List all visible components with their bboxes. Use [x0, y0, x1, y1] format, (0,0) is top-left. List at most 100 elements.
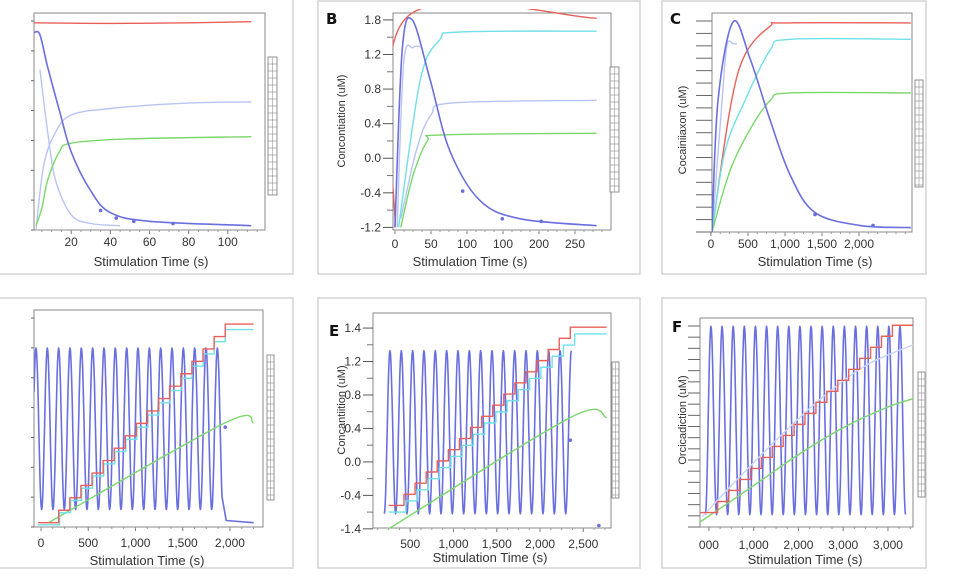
y-tick-label: -0.4 — [340, 488, 361, 502]
series-line-1 — [48, 414, 254, 524]
x-tick-label: 80 — [182, 235, 196, 249]
x-axis-title: Stimulation Time (s) — [758, 254, 873, 269]
series-group — [34, 323, 254, 526]
x-tick-label: 2,000 — [525, 537, 555, 551]
series-group — [700, 324, 914, 523]
x-tick-label: 000 — [699, 538, 719, 552]
x-tick-label: 1,000 — [739, 538, 769, 552]
x-tick-label: 2,000 — [215, 536, 245, 550]
y-axis-title: Orcicadiction (uM) — [677, 375, 689, 464]
panel-letter: C — [670, 10, 681, 28]
data-marker — [132, 219, 136, 224]
panel-frame — [317, 0, 641, 275]
panel-frame — [317, 297, 641, 569]
x-axis-title: Stimulation Time (s) — [748, 552, 863, 567]
series-line-1 — [39, 69, 121, 227]
series-line-1 — [400, 99, 597, 219]
series-line-0 — [34, 347, 254, 524]
x-tick-label: 2,500 — [568, 537, 598, 551]
x-tick-label: 1,500 — [807, 237, 837, 251]
series-line-0 — [704, 325, 907, 516]
series-line-4 — [34, 30, 252, 227]
x-tick-label: 2,000 — [783, 538, 813, 552]
series-line-0 — [396, 44, 421, 228]
panel-letter: B — [326, 10, 337, 28]
series-group — [383, 326, 607, 530]
y-tick-label: 0.0 — [344, 455, 361, 469]
x-axis-title: Stimulation Time (s) — [94, 254, 209, 269]
y-axis-title: Concantiition (uM) — [336, 365, 348, 454]
series-line-2 — [712, 37, 911, 233]
plot-area — [392, 12, 612, 231]
data-marker — [460, 189, 465, 193]
panel-frame — [661, 0, 927, 275]
x-tick-label: 3,000 — [873, 538, 903, 552]
x-tick-label: 3,000 — [828, 538, 858, 552]
chart-panel-c: 0 500 1,000 1,500 2,000 Stimulation Time (s) C… — [661, 0, 927, 275]
series-line-3 — [38, 323, 254, 524]
x-tick-label: 100 — [493, 237, 513, 251]
chart-panel-a: 20 40 60 80 100 Stimulation Time (s) — [0, 0, 294, 275]
series-line-2 — [388, 333, 607, 513]
x-tick-label: 500 — [400, 537, 420, 551]
x-tick-label: 200 — [529, 237, 549, 251]
x-tick-label: 20 — [65, 235, 79, 249]
chart-panel-d: 0 500 1,000 1,500 2,000 Stimulation Time (s) — [0, 297, 294, 569]
series-line-3 — [700, 324, 913, 514]
y-tick-label: 0.8 — [364, 82, 381, 96]
y-axis-title: Cocainiiaxon (uM) — [677, 86, 689, 175]
series-line-3 — [35, 136, 252, 226]
x-tick-label: 250 — [565, 237, 585, 251]
x-tick-label: 100 — [218, 235, 238, 249]
data-marker — [597, 523, 601, 528]
y-tick-label: 1.2 — [364, 47, 381, 61]
data-marker — [813, 212, 817, 217]
panel-letter: F — [672, 318, 682, 336]
series-line-1 — [701, 344, 914, 518]
y-axis-title: Concontiation (uM) — [336, 75, 348, 168]
y-tick-label: 1.2 — [344, 355, 361, 369]
panel-letter: E — [329, 322, 339, 340]
series-group — [34, 21, 252, 231]
series-line-4 — [712, 19, 911, 233]
series-line-3 — [388, 326, 607, 507]
data-marker — [539, 219, 543, 224]
plot-area — [711, 12, 913, 233]
x-tick-label: 1,000 — [770, 237, 800, 251]
x-tick-label: 1,000 — [438, 537, 468, 551]
x-axis-title: Stimulation Time (s) — [90, 553, 205, 568]
series-line-0 — [34, 21, 252, 25]
y-tick-label: 1.4 — [344, 321, 361, 335]
series-line-2 — [35, 101, 252, 231]
panel-frame — [0, 297, 294, 569]
plot-area — [33, 12, 266, 231]
data-marker — [114, 216, 119, 220]
chart-panel-b: 0 50 100 100 200 250 1.8 1.2 0.8 0.4 0.0 -0.4 -1.2 St… — [317, 0, 641, 275]
data-marker — [171, 221, 175, 226]
x-tick-label: 500 — [738, 237, 758, 251]
series-line-1 — [388, 408, 607, 530]
data-marker — [500, 216, 505, 221]
x-tick-label: 2,000 — [844, 237, 874, 251]
series-line-4 — [393, 9, 597, 228]
series-line-3 — [397, 30, 597, 228]
y-tick-label: -0.4 — [360, 186, 381, 200]
plot-area — [699, 317, 914, 528]
series-group — [393, 9, 597, 228]
x-tick-label: 50 — [424, 237, 438, 251]
x-tick-label: 1,500 — [168, 536, 198, 550]
series-line-5 — [394, 16, 597, 228]
y-tick-label: -1.2 — [360, 220, 381, 234]
x-axis-title: Stimulation Time (s) — [413, 254, 528, 269]
series-line-3 — [712, 91, 911, 233]
x-tick-label: 1,000 — [120, 536, 150, 550]
x-tick-label: 60 — [143, 235, 157, 249]
series-line-0 — [712, 40, 737, 233]
series-line-2 — [700, 398, 914, 523]
plot-area — [33, 309, 264, 528]
x-tick-label: 1,500 — [482, 537, 512, 551]
series-line-1 — [712, 21, 911, 233]
series-group — [712, 19, 911, 233]
